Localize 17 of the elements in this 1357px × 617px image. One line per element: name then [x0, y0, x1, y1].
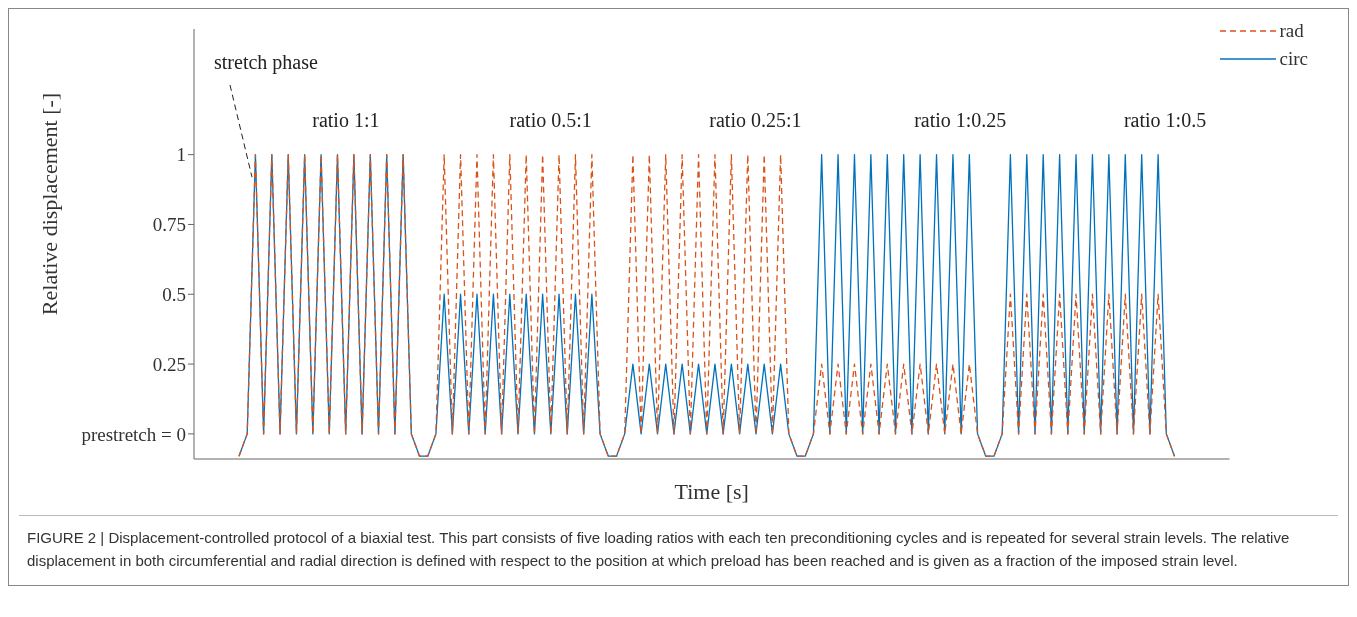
annotation: ratio 1:0.25 — [913, 109, 1008, 133]
y-tick-label: 1 — [176, 144, 186, 166]
annotation: stretch phase — [214, 50, 318, 74]
annotation: ratio 1:0.5 — [1122, 109, 1208, 133]
annotation: ratio 1:1 — [311, 109, 381, 133]
legend-label: circ — [1279, 47, 1308, 71]
y-tick-label: prestretch = 0 — [81, 423, 186, 445]
x-axis-title: Time [s] — [674, 479, 749, 504]
annotation: ratio 0.25:1 — [708, 109, 803, 133]
line-series — [238, 154, 1176, 457]
y-tick-label: 0.25 — [152, 353, 186, 375]
y-axis-title: Relative displacement [-] — [36, 92, 62, 316]
caption: FIGURE 2 | Displacement-controlled protocol of a biaxial test. This part consists of five loading ratios with each ten preconditioning cycles and is repeated for several strain levels. The relative displacement in both circumferential and radial direction is defined with respect to the position at which preload has been reached and is given as a fraction of the imposed strain level. — [19, 515, 1338, 585]
legend-label: rad — [1279, 19, 1304, 43]
y-tick-label: 0.5 — [162, 284, 186, 305]
annotation: ratio 0.5:1 — [508, 109, 593, 133]
y-tick-label: 0.75 — [152, 214, 186, 236]
